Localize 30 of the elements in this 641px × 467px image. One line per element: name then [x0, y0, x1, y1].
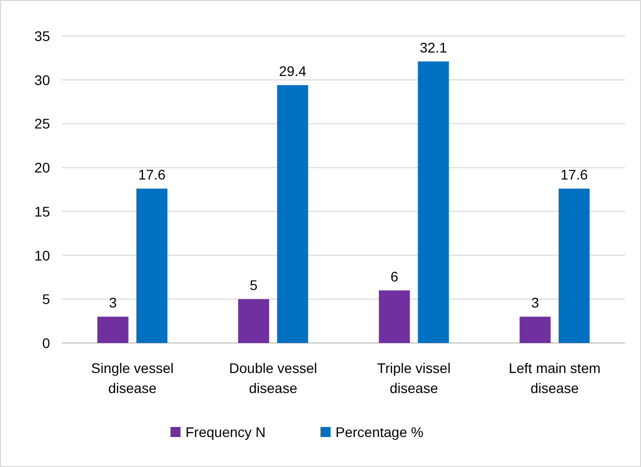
- bar: [558, 188, 590, 343]
- bar: [97, 316, 128, 343]
- data-label: 17.6: [560, 166, 588, 183]
- data-label: 5: [250, 277, 258, 294]
- bar: [378, 290, 410, 343]
- bar: [277, 85, 308, 343]
- legend-label: Frequency N: [186, 424, 266, 440]
- data-label: 29.4: [279, 63, 306, 80]
- y-tick-label: 30: [34, 72, 50, 88]
- data-label: 3: [531, 294, 540, 311]
- bar: [520, 316, 551, 343]
- y-tick-label: 5: [42, 291, 50, 308]
- data-label: 32.1: [420, 39, 448, 56]
- y-tick-label: 10: [34, 247, 50, 264]
- data-label: 6: [390, 268, 398, 284]
- bar: [238, 299, 270, 343]
- y-tick-label: 0: [42, 335, 50, 351]
- y-tick-label: 15: [34, 203, 50, 220]
- legend-label: Percentage %: [336, 424, 424, 440]
- data-label: 17.6: [138, 166, 166, 183]
- x-tick-label: Double vessel disease: [229, 360, 318, 396]
- data-label: 3: [108, 294, 117, 311]
- x-tick-label: Triple vissel disease: [377, 360, 451, 396]
- y-tick-label: 25: [34, 116, 50, 132]
- y-tick-label: 35: [34, 28, 50, 44]
- bar: [136, 188, 168, 343]
- bar: [418, 61, 449, 343]
- x-tick-label: Single vessel disease: [91, 360, 174, 396]
- y-tick-label: 20: [34, 160, 50, 176]
- x-tick-label: Left main stem disease: [508, 360, 601, 396]
